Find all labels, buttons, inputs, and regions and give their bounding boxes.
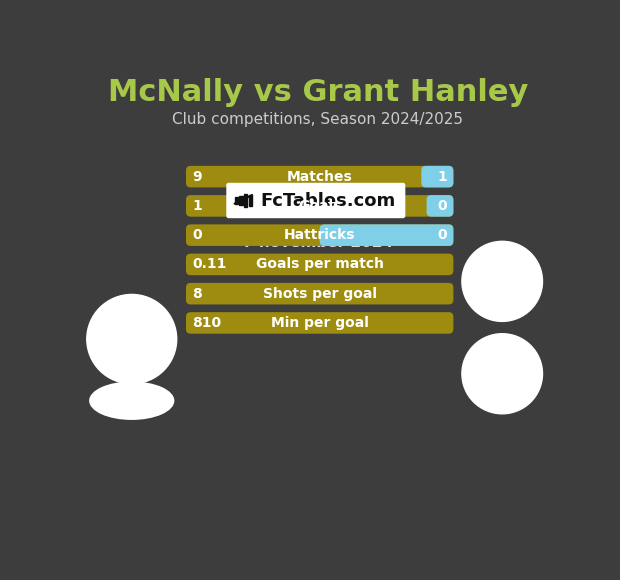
Text: Goals: Goals	[298, 199, 342, 213]
Text: Min per goal: Min per goal	[271, 316, 369, 330]
Text: 0: 0	[192, 228, 202, 242]
FancyBboxPatch shape	[186, 166, 453, 187]
FancyBboxPatch shape	[422, 166, 453, 187]
FancyBboxPatch shape	[427, 195, 453, 217]
Text: 0: 0	[438, 228, 447, 242]
FancyBboxPatch shape	[320, 224, 453, 246]
Text: 8: 8	[192, 287, 202, 300]
FancyBboxPatch shape	[186, 283, 453, 305]
Bar	[244, 194, 247, 206]
Text: Club competitions, Season 2024/2025: Club competitions, Season 2024/2025	[172, 112, 463, 127]
Text: Matches: Matches	[287, 169, 353, 184]
Circle shape	[87, 295, 177, 384]
Text: Goals per match: Goals per match	[255, 258, 384, 271]
Bar	[239, 196, 242, 205]
FancyBboxPatch shape	[226, 183, 405, 218]
Text: Shots per goal: Shots per goal	[263, 287, 377, 300]
Text: McNally vs Grant Hanley: McNally vs Grant Hanley	[107, 78, 528, 107]
Text: 810: 810	[192, 316, 221, 330]
FancyBboxPatch shape	[186, 253, 453, 275]
FancyBboxPatch shape	[186, 195, 453, 217]
FancyBboxPatch shape	[186, 312, 453, 334]
Circle shape	[462, 241, 542, 321]
FancyBboxPatch shape	[186, 224, 453, 246]
Text: 1: 1	[438, 169, 447, 184]
Text: 1: 1	[192, 199, 202, 213]
Bar	[249, 195, 252, 206]
Circle shape	[462, 334, 542, 414]
Text: Hattricks: Hattricks	[284, 228, 355, 242]
Bar	[235, 197, 238, 204]
Text: FcTables.com: FcTables.com	[260, 191, 396, 209]
Ellipse shape	[89, 382, 174, 420]
Text: 0.11: 0.11	[192, 258, 226, 271]
Text: 7 november 2024: 7 november 2024	[242, 235, 393, 251]
Text: 0: 0	[438, 199, 447, 213]
Text: 9: 9	[192, 169, 202, 184]
